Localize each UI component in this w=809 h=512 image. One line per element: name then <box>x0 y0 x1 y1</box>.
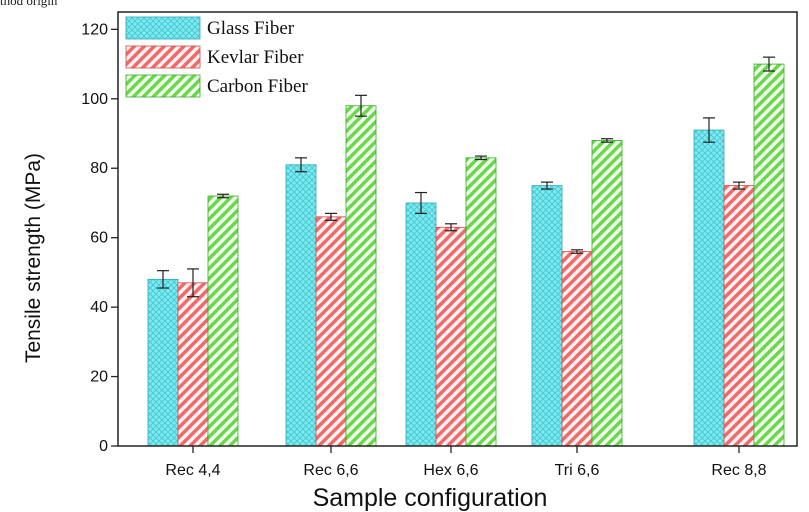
bar-glass-fiber <box>285 164 317 447</box>
y-tick-label: 100 <box>81 91 108 108</box>
x-tick-label: Tri 6,6 <box>555 462 600 479</box>
cropped-caption: thod origin <box>0 0 58 8</box>
y-axis-title: Tensile strength (MPa) <box>22 153 45 363</box>
legend-label-kevlar-fiber: Kevlar Fiber <box>207 47 304 68</box>
bar-glass-fiber <box>405 202 437 447</box>
x-axis-ticks: Rec 4,4 Rec 6,6 Hex 6,6 Tri 6,6 Rec 8,8 <box>165 446 767 479</box>
bar-kevlar-fiber <box>177 282 209 447</box>
x-tick-label: Hex 6,6 <box>423 462 478 479</box>
legend-swatch-kevlar-fiber <box>125 45 201 69</box>
legend-swatch-carbon-fiber <box>125 74 201 98</box>
y-tick-label: 80 <box>90 160 108 177</box>
legend: Glass Fiber Kevlar Fiber Carbon Fiber <box>125 16 308 98</box>
bar-kevlar-fiber <box>561 251 593 447</box>
y-axis-ticks: 0 20 40 60 80 100 120 <box>81 21 118 455</box>
bar-glass-fiber <box>693 129 725 447</box>
bar-carbon-fiber <box>345 105 377 447</box>
x-tick-label: Rec 8,8 <box>711 462 766 479</box>
plot-frame <box>117 11 798 447</box>
bar-carbon-fiber <box>465 157 497 447</box>
x-tick-label: Rec 6,6 <box>303 462 358 479</box>
error-bars-layer <box>157 56 775 298</box>
bar-carbon-fiber <box>591 140 623 447</box>
y-tick-label: 60 <box>90 230 108 247</box>
y-tick-label: 20 <box>90 369 108 386</box>
y-tick-label: 40 <box>90 299 108 316</box>
bar-carbon-fiber <box>753 63 785 447</box>
bar-kevlar-fiber <box>723 185 755 447</box>
bar-glass-fiber <box>531 185 563 447</box>
bar-kevlar-fiber <box>315 216 347 447</box>
bar-glass-fiber <box>147 278 179 447</box>
y-tick-label: 0 <box>99 438 108 455</box>
legend-label-carbon-fiber: Carbon Fiber <box>207 76 308 97</box>
x-tick-label: Rec 4,4 <box>165 462 220 479</box>
bar-carbon-fiber <box>207 195 239 447</box>
x-axis-title: Sample configuration <box>313 484 548 512</box>
bars-layer <box>147 63 785 447</box>
bar-kevlar-fiber <box>435 226 467 447</box>
legend-label-glass-fiber: Glass Fiber <box>207 18 295 39</box>
y-tick-label: 120 <box>81 21 108 38</box>
legend-swatch-glass-fiber <box>125 16 201 40</box>
